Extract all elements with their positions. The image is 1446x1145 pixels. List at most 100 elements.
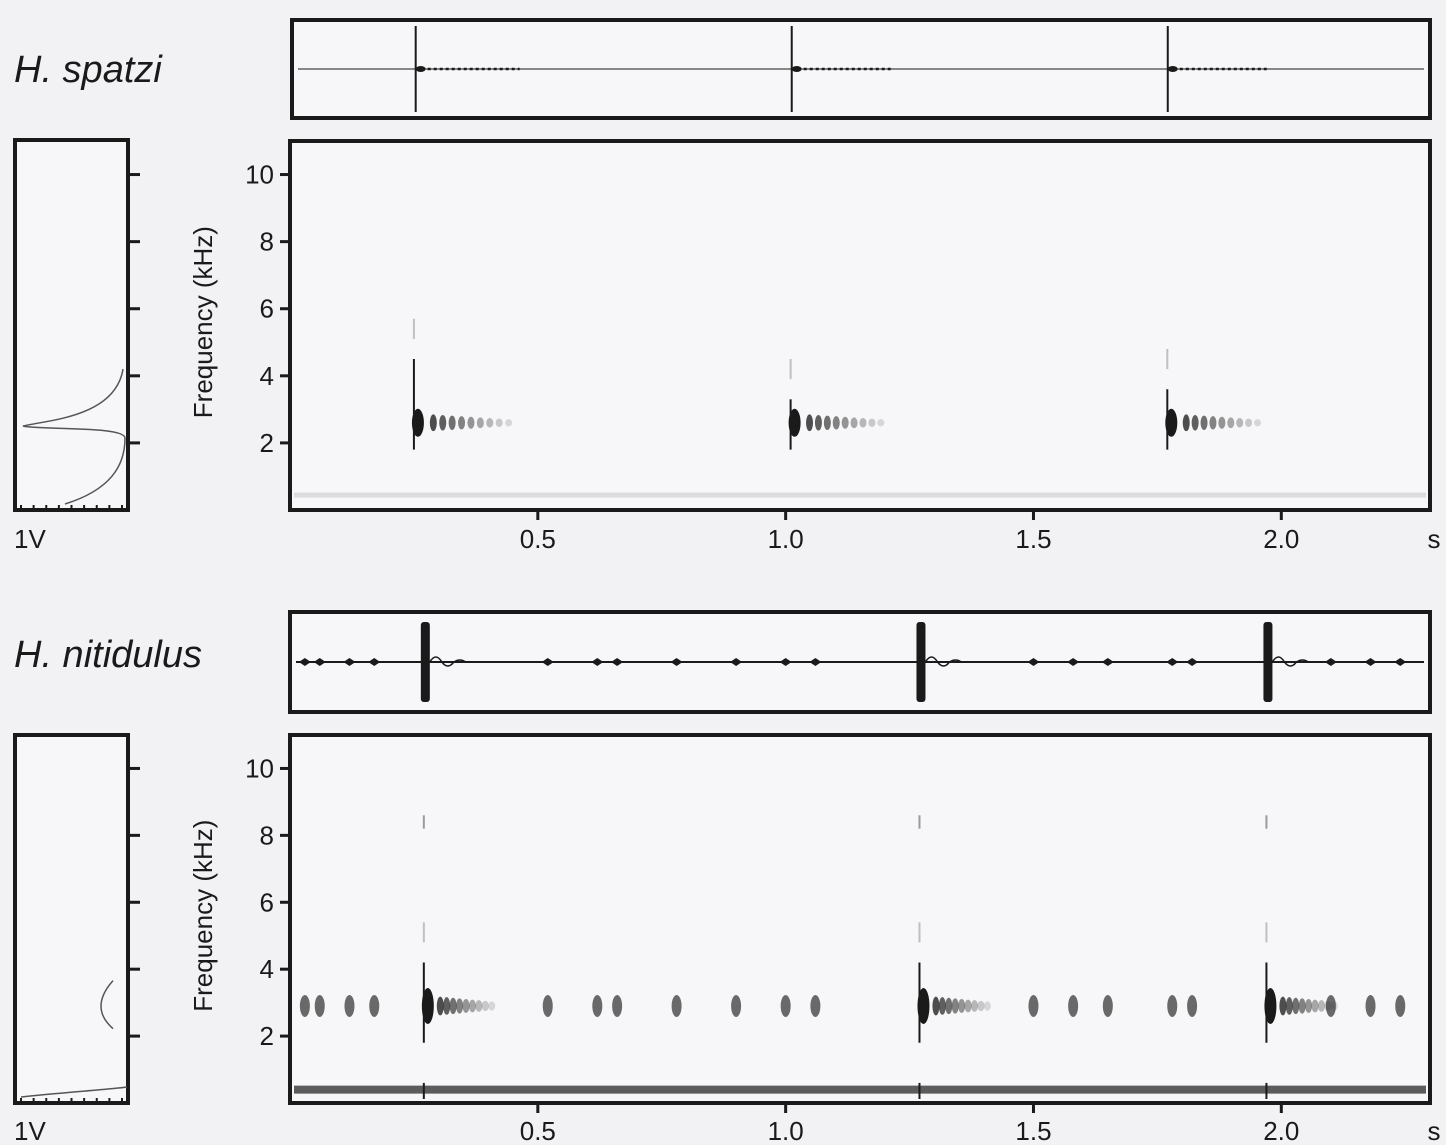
oscillogram-chirp [1324, 658, 1337, 666]
spectrogram-pulse-train [1227, 417, 1235, 429]
spectrogram-pulse-train [1209, 416, 1217, 430]
spectrogram-pulse-train [850, 417, 858, 429]
spectrogram-pulse-train [806, 414, 814, 432]
spectrogram-pulse-train [945, 997, 953, 1015]
spectrogram-chirp [542, 994, 553, 1017]
spectrogram-pulse-train [462, 998, 470, 1013]
spectrum-frame [13, 733, 130, 1105]
spectrogram-chirp [1365, 994, 1376, 1017]
oscillogram-chirp [1101, 658, 1114, 666]
oscillogram-chirp [779, 658, 792, 666]
oscillogram-pulse-tail [924, 656, 962, 667]
spectrogram-pulse-train [449, 997, 457, 1015]
spectrogram-pulse-train [1305, 998, 1313, 1013]
oscillogram-chirp [1027, 658, 1040, 666]
spectrogram-pulse-train [505, 419, 513, 427]
spectrogram-pulse [1165, 408, 1178, 437]
spectrogram-pulse-train [832, 416, 840, 430]
spectrogram-chirp [344, 994, 355, 1017]
spectrogram-pulse-train [823, 415, 831, 430]
y-tick-label: 4 [260, 954, 274, 984]
oscillogram-chirp [298, 658, 311, 666]
spectrum-scale-label: 1V [14, 1116, 46, 1145]
spectrogram-pulse-train [475, 1000, 483, 1012]
oscillogram-chirp [809, 658, 822, 666]
oscillogram-pulse-tail [791, 66, 802, 72]
spectrogram-pulse-train [486, 417, 494, 428]
spectrogram-pulse-train [814, 414, 822, 431]
spectrogram-pulse-train [1317, 1000, 1325, 1012]
spectrogram-pulse-train [932, 996, 940, 1016]
spectrogram-pulse-train [481, 1000, 489, 1012]
spectrogram-chirp [612, 994, 623, 1017]
spectrogram-pulse-train [859, 417, 867, 428]
oscillogram-chirp [343, 658, 356, 666]
spectrogram-chirp [1068, 994, 1079, 1017]
spectrogram-pulse-train [1200, 415, 1208, 430]
y-tick-label: 6 [260, 887, 274, 917]
spectrogram-pulse-train [443, 997, 451, 1015]
oscillogram-chirp [730, 658, 743, 666]
spectrogram-pulse [788, 408, 801, 437]
oscillogram-chirp [1186, 658, 1199, 666]
spectrogram-pulse-train [951, 998, 959, 1014]
y-tick-label: 2 [260, 1021, 274, 1051]
x-tick-label: 1.0 [768, 1116, 804, 1145]
spectrogram-pulse-train [938, 997, 946, 1015]
spectrogram-pulse [1264, 987, 1277, 1024]
spectrogram-pulse [421, 987, 434, 1024]
y-tick-label: 6 [260, 294, 274, 324]
spectrogram-pulse-train [1254, 419, 1262, 427]
spectrogram-pulse-train [971, 1000, 979, 1012]
spectrogram-pulse-train [436, 996, 444, 1016]
oscillogram-pulse-tail [429, 656, 467, 667]
oscillogram-chirp [1166, 658, 1179, 666]
spectrogram-pulse-train [1298, 998, 1306, 1014]
spectrogram-chirp [314, 994, 325, 1017]
spectrogram-frame [288, 139, 1432, 512]
spectrogram-frame [288, 733, 1432, 1105]
oscillogram-chirp [313, 658, 326, 666]
spectrogram-pulse-train [448, 415, 456, 430]
oscillogram-chirp [670, 658, 683, 666]
y-tick-label: 10 [245, 160, 274, 190]
y-tick-label: 10 [245, 753, 274, 783]
spectrogram-chirp [780, 994, 791, 1017]
oscillogram-pulse [420, 622, 430, 702]
oscillogram-chirp [611, 658, 624, 666]
spectrogram-pulse-train [488, 1001, 496, 1011]
oscillogram-pulse [916, 622, 926, 702]
y-tick-label: 8 [260, 820, 274, 850]
x-unit-label: s [1428, 524, 1441, 554]
oscillogram-pulse-tail [1167, 66, 1178, 72]
panel-h-nitidulus: H. nitidulus 2 4 6 8 10 Frequency (kHz) 0.5 1.0 1… [13, 610, 1441, 1145]
spectrogram-pulse-train [468, 999, 476, 1013]
spectrogram-pulse-train [1292, 997, 1300, 1015]
spectrogram-pulse-train [439, 414, 447, 431]
oscillogram-chirp [1364, 658, 1377, 666]
spectrogram-chirp [1102, 994, 1113, 1017]
spectrogram-pulse-train [958, 998, 966, 1013]
spectrogram-pulse-train [456, 998, 464, 1014]
spectrogram-chirp [671, 994, 682, 1017]
spectrogram-noise-band [294, 1085, 1426, 1094]
spectrogram-pulse-train [495, 418, 503, 427]
x-tick-label: 1.5 [1015, 524, 1051, 554]
spectrogram-pulse-train [476, 417, 484, 429]
spectrum-frame [13, 138, 130, 512]
spectrogram-pulse-train [977, 1000, 985, 1012]
spectrum-scale-label: 1V [14, 524, 46, 554]
spectrogram-chirp [1395, 994, 1406, 1017]
spectrogram-pulse [411, 408, 424, 437]
spectrum-curve [22, 368, 126, 505]
spectrogram-chirp [731, 994, 742, 1017]
y-tick-label: 4 [260, 361, 274, 391]
oscillogram-pulse-tail [1271, 656, 1309, 667]
species-label: H. spatzi [14, 49, 163, 91]
spectrogram-pulse-train [1245, 418, 1253, 427]
panel-h-spatzi: H. spatzi 2 4 6 8 10 Frequency (kHz) 0.5 1.0 1.5 2… [13, 18, 1441, 554]
spectrogram-chirp [369, 994, 380, 1017]
spectrogram-noise-band [294, 492, 1426, 498]
spectrogram-pulse-train [1191, 414, 1199, 431]
